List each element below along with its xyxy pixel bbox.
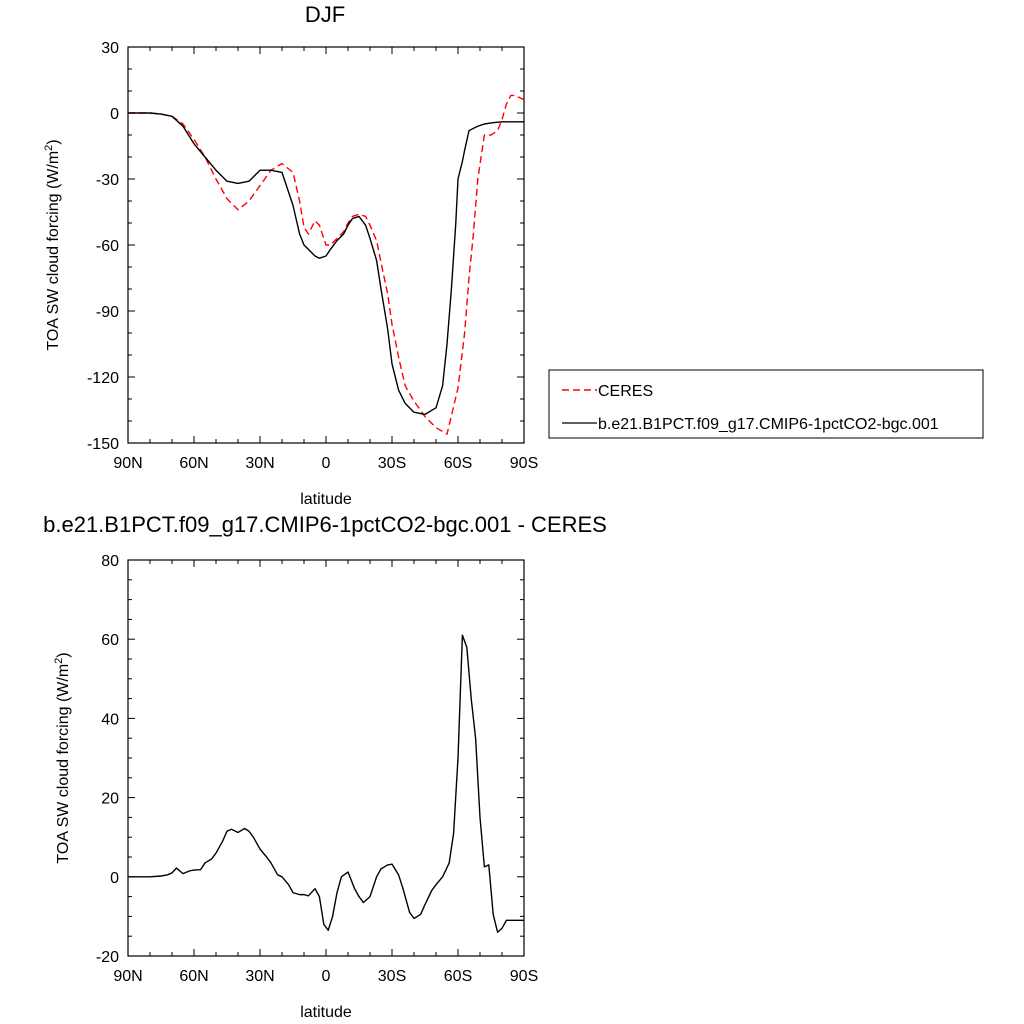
bottom-panel: b.e21.B1PCT.f09_g17.CMIP6-1pctCO2-bgc.00… — [43, 512, 607, 1021]
bottom-y-axis-label: TOA SW cloud forcing (W/m2) — [53, 652, 72, 863]
bottom-y-tick-label: 0 — [110, 870, 119, 887]
top-x-tick-label: 30S — [378, 455, 406, 472]
legend-box — [548, 369, 984, 439]
bottom-x-tick-label: 90S — [510, 968, 538, 985]
top-chart-title: DJF — [305, 2, 345, 27]
top-x-tick-label: 60S — [444, 455, 472, 472]
top-y-tick-label: -60 — [96, 238, 119, 255]
legend-label-ceres: CERES — [598, 383, 653, 400]
top-ticks: 90N 60N 30N 0 30S 60S 90S 30 0 -30 -60 -90 -120 -150 — [87, 40, 538, 472]
top-x-tick-label: 90S — [510, 455, 538, 472]
top-y-tick-label: 30 — [101, 40, 119, 57]
bottom-y-tick-label: 60 — [101, 632, 119, 649]
bottom-x-tick-label: 60N — [179, 968, 208, 985]
bottom-y-axis-label-main: TOA SW cloud forcing (W/m — [55, 664, 72, 864]
legend: CERES b.e21.B1PCT.f09_g17.CMIP6-1pctCO2-… — [548, 369, 984, 439]
top-x-tick-label: 60N — [179, 455, 208, 472]
bottom-plot-frame — [127, 559, 525, 957]
bottom-x-tick-label: 60S — [444, 968, 472, 985]
top-series — [128, 94, 525, 435]
top-series-line-model — [128, 112, 524, 416]
bottom-series — [128, 634, 524, 933]
bottom-x-tick-label: 30S — [378, 968, 406, 985]
top-y-tick-label: 0 — [110, 106, 119, 123]
top-y-tick-label: -90 — [96, 304, 119, 321]
bottom-chart-title: b.e21.B1PCT.f09_g17.CMIP6-1pctCO2-bgc.00… — [43, 512, 607, 537]
bottom-y-tick-label: -20 — [96, 949, 119, 966]
top-x-tick-label: 90N — [113, 455, 142, 472]
bottom-ticks: 90N 60N 30N 0 30S 60S 90S 80 60 40 20 0 -20 — [96, 553, 538, 985]
top-x-tick-label: 30N — [245, 455, 274, 472]
top-series-line-ceres — [128, 94, 525, 435]
bottom-y-axis-label-sup: 2 — [53, 658, 65, 664]
bottom-y-tick-label: 20 — [101, 791, 119, 808]
top-y-axis-label-main: TOA SW cloud forcing (W/m — [45, 151, 62, 351]
top-y-axis-label-close: ) — [45, 139, 62, 144]
top-y-tick-label: -120 — [87, 370, 119, 387]
bottom-y-tick-label: 40 — [101, 711, 119, 728]
top-panel: DJF 90N 60N 30N 0 30S 60S 90S 30 0 -30 -60 -90 -120 -… — [43, 2, 984, 508]
legend-label-model: b.e21.B1PCT.f09_g17.CMIP6-1pctCO2-bgc.00… — [598, 416, 939, 433]
top-x-axis-label: latitude — [300, 491, 352, 508]
bottom-x-tick-label: 90N — [113, 968, 142, 985]
bottom-x-tick-label: 30N — [245, 968, 274, 985]
top-y-tick-label: -150 — [87, 436, 119, 453]
bottom-series-line-model — [128, 634, 524, 933]
bottom-y-tick-label: 80 — [101, 553, 119, 570]
bottom-x-axis-label: latitude — [300, 1004, 352, 1021]
top-y-axis-label: TOA SW cloud forcing (W/m2) — [43, 139, 62, 350]
top-x-tick-label: 0 — [322, 455, 331, 472]
top-y-axis-label-sup: 2 — [43, 145, 55, 151]
bottom-y-axis-label-close: ) — [55, 652, 72, 657]
top-y-tick-label: -30 — [96, 172, 119, 189]
bottom-x-tick-label: 0 — [322, 968, 331, 985]
